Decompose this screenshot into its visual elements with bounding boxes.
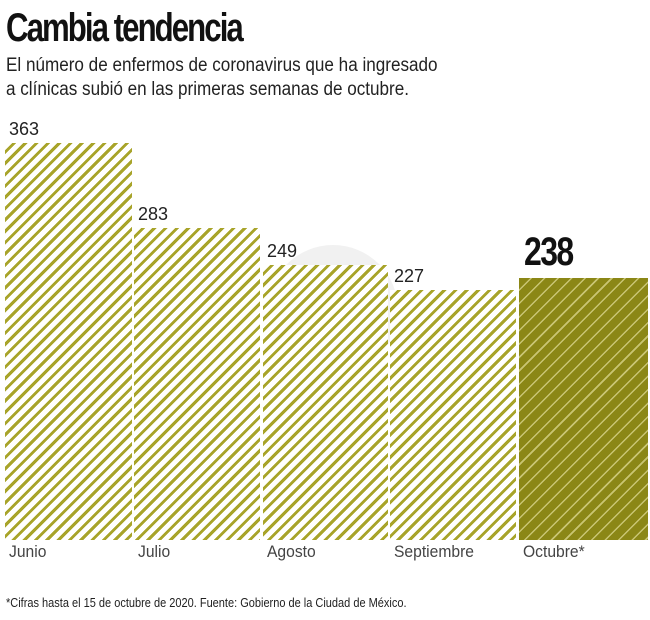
bar-septiembre xyxy=(390,290,516,540)
subtitle-line-1: El número de enfermos de coronavirus que… xyxy=(6,55,438,76)
bar-agosto xyxy=(263,265,388,540)
value-label-agosto: 249 xyxy=(267,241,298,261)
chart-subtitle: El número de enfermos de coronavirus que… xyxy=(6,54,438,102)
category-label-agosto: Agosto xyxy=(267,542,316,561)
category-label-octubre: Octubre* xyxy=(523,542,585,561)
value-label-junio: 363 xyxy=(9,119,40,139)
value-label-julio: 283 xyxy=(138,204,169,224)
value-label-octubre: 238 xyxy=(524,230,574,274)
bar-julio xyxy=(134,228,260,540)
subtitle-line-2: a clínicas subió en las primeras semanas… xyxy=(6,79,410,100)
bar-octubre xyxy=(519,278,648,540)
category-label-julio: Julio xyxy=(138,542,171,561)
category-label-septiembre: Septiembre xyxy=(394,542,474,561)
bar-junio xyxy=(5,143,132,540)
category-label-junio: Junio xyxy=(9,542,47,561)
chart-title: Cambia tendencia xyxy=(6,6,244,50)
footnote-source: *Cifras hasta el 15 de octubre de 2020. … xyxy=(6,596,407,610)
value-label-septiembre: 227 xyxy=(394,266,425,286)
